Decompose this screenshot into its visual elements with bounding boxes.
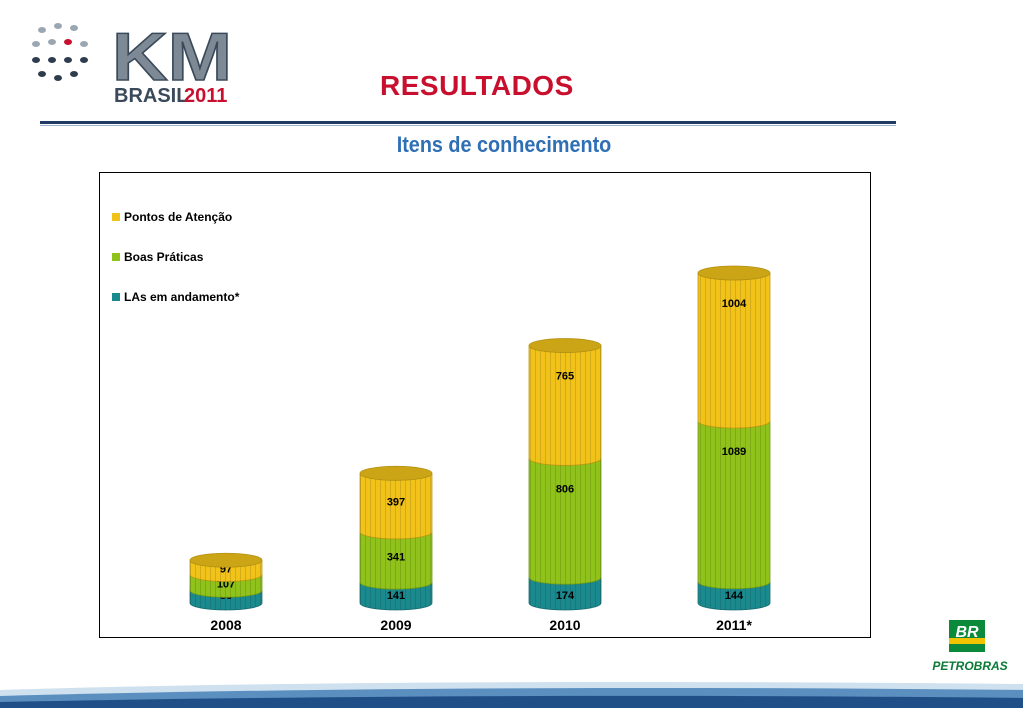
logo-dot <box>64 39 72 45</box>
bar-top-cap <box>697 265 771 281</box>
chart-frame: Pontos de Atenção Boas Práticas LAs em and… <box>99 172 871 638</box>
legend-label: Boas Práticas <box>124 250 204 264</box>
x-tick-label: 2008 <box>210 617 241 633</box>
bar-segment-texture <box>529 345 601 466</box>
bar-top-cap <box>189 552 263 568</box>
legend-swatch <box>112 293 120 301</box>
br-logo-letters: BR <box>955 624 979 641</box>
br-logo-box <box>949 620 985 652</box>
logo-dot <box>54 23 62 29</box>
data-label: 1089 <box>722 446 746 458</box>
bar-segment-texture <box>190 560 262 582</box>
logo-dot <box>80 41 88 47</box>
logo-dot <box>32 41 40 47</box>
logo-dot <box>38 27 46 33</box>
km-logo-year: 2011 <box>184 85 227 104</box>
data-label: 341 <box>387 552 405 564</box>
page-title: RESULTADOS <box>380 70 574 101</box>
legend-swatch <box>112 213 120 221</box>
km-logo-brasil: BRASIL <box>114 85 188 104</box>
bar-segment-texture <box>360 531 432 590</box>
logo-dot <box>32 57 40 63</box>
petrobras-wordmark: PETROBRAS <box>932 659 1007 673</box>
bar-segment-texture <box>360 582 432 610</box>
logo-dot <box>70 25 78 31</box>
bar-segment-texture <box>190 574 262 598</box>
x-tick-label: 2011* <box>716 617 752 633</box>
bar-top-cap <box>528 338 602 353</box>
data-label: 144 <box>725 590 744 602</box>
legend-label: Pontos de Atenção <box>124 210 232 224</box>
chart-subtitle: Itens de conhecimento <box>396 132 612 157</box>
header-divider <box>40 121 896 124</box>
stacked-cylinder-chart: Pontos de Atenção Boas Práticas LAs em and… <box>112 210 771 633</box>
data-label: 141 <box>387 590 405 602</box>
logo-dot <box>54 75 62 81</box>
data-label: 806 <box>556 483 574 495</box>
km-logo-letters: KM <box>112 22 232 95</box>
bar-segment-texture <box>698 581 770 610</box>
km-brasil-logo: KM BRASIL 2011 <box>112 22 233 104</box>
bar-segment-texture <box>698 421 770 589</box>
legend-label: LAs em andamento* <box>124 290 240 304</box>
bar-top-cap <box>359 465 433 481</box>
header-divider-shadow <box>40 125 896 126</box>
logo-dot <box>80 57 88 63</box>
br-logo-stripe <box>949 638 985 644</box>
bar-segment-texture <box>698 273 770 429</box>
bar-segment-texture <box>190 590 262 610</box>
data-label: 397 <box>387 497 405 509</box>
bar-segment-texture <box>360 473 432 539</box>
petrobras-logo: BR PETROBRAS <box>932 620 1008 673</box>
logo-dot <box>48 39 56 45</box>
x-tick-label: 2009 <box>380 617 411 633</box>
bar-segment-texture <box>529 458 601 585</box>
logo-dot <box>70 71 78 77</box>
logo-dot <box>64 57 72 63</box>
data-label: 765 <box>556 371 574 383</box>
legend-swatch <box>112 253 120 261</box>
x-tick-label: 2010 <box>549 617 580 633</box>
bar-segment-texture <box>529 577 601 610</box>
logo-dot <box>48 57 56 63</box>
data-label: 1004 <box>722 298 747 310</box>
data-label: 174 <box>556 590 575 602</box>
km-dots-logo <box>32 23 88 81</box>
footer-wave-band <box>0 682 1023 708</box>
logo-dot <box>38 71 46 77</box>
